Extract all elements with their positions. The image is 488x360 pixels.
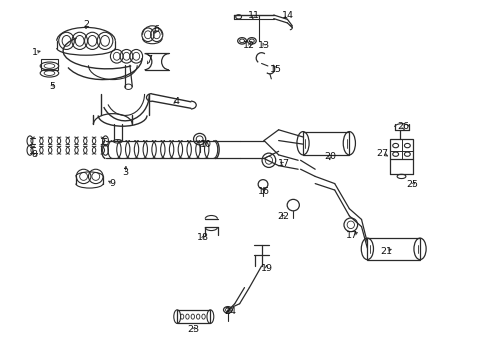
Text: 2: 2 bbox=[83, 19, 89, 28]
Text: 22: 22 bbox=[277, 212, 289, 221]
Text: 11: 11 bbox=[248, 10, 260, 19]
Text: 16: 16 bbox=[258, 187, 269, 196]
Bar bbox=[41, 59, 58, 69]
Text: 6: 6 bbox=[153, 25, 160, 34]
Bar bbox=[389, 139, 412, 159]
Text: 12: 12 bbox=[243, 41, 255, 50]
Text: 3: 3 bbox=[122, 168, 128, 177]
Text: 24: 24 bbox=[224, 307, 235, 316]
Bar bbox=[303, 132, 348, 155]
Text: 18: 18 bbox=[197, 233, 209, 242]
Text: 5: 5 bbox=[49, 82, 55, 91]
Text: 9: 9 bbox=[110, 179, 116, 188]
Text: 25: 25 bbox=[406, 180, 418, 189]
Text: 14: 14 bbox=[282, 11, 294, 20]
Text: 13: 13 bbox=[257, 41, 269, 50]
Text: 27: 27 bbox=[376, 149, 387, 158]
Bar bbox=[366, 238, 419, 260]
Text: 23: 23 bbox=[187, 325, 199, 334]
Text: 8: 8 bbox=[32, 150, 38, 159]
Text: 7: 7 bbox=[146, 55, 152, 64]
Text: 15: 15 bbox=[270, 65, 282, 74]
Text: 21: 21 bbox=[379, 247, 391, 256]
Text: 17: 17 bbox=[277, 159, 289, 168]
Text: 4: 4 bbox=[173, 96, 179, 105]
Bar bbox=[177, 310, 210, 323]
Text: 19: 19 bbox=[260, 265, 272, 274]
Text: 20: 20 bbox=[323, 152, 335, 161]
Text: 1: 1 bbox=[32, 48, 38, 57]
Text: 17: 17 bbox=[345, 231, 357, 240]
Text: 10: 10 bbox=[199, 140, 211, 149]
Text: 26: 26 bbox=[396, 122, 408, 131]
